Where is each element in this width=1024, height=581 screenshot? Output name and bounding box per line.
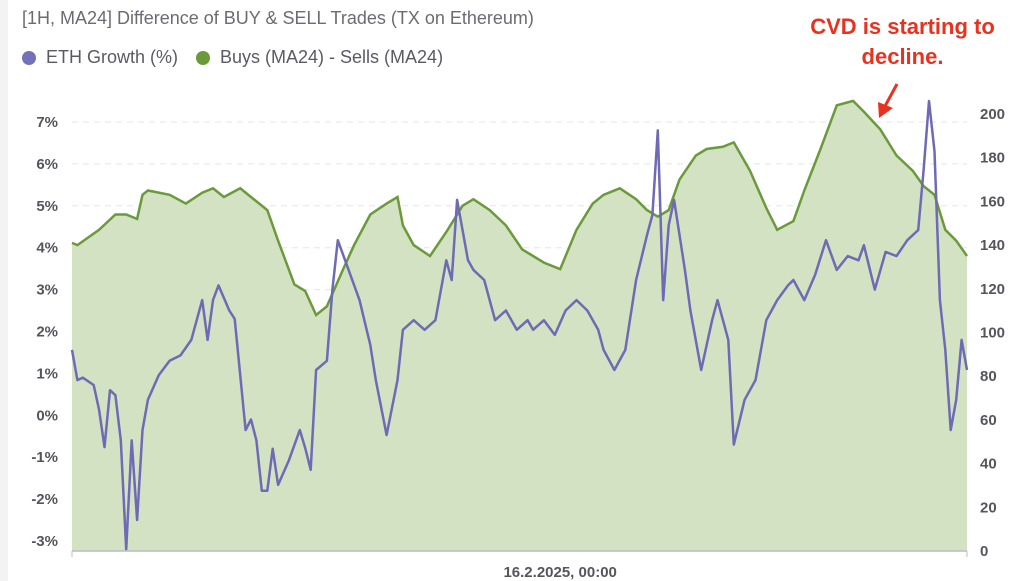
left-tick-label: -3% xyxy=(31,533,58,550)
right-tick-label: 40 xyxy=(980,456,997,473)
left-tick-label: 1% xyxy=(36,365,58,382)
right-tick-label: 200 xyxy=(980,106,1005,123)
right-tick-label: 100 xyxy=(980,325,1005,342)
legend: ETH Growth (%) Buys (MA24) - Sells (MA24… xyxy=(22,47,461,68)
annotation: CVD is starting to decline. xyxy=(790,12,1015,72)
left-tick-label: -1% xyxy=(31,449,58,466)
left-axis: 7% 6% 5% 4% 3% 2% 1% 0% -1% -2% -3% xyxy=(31,114,58,550)
annotation-line-2: decline. xyxy=(861,44,944,69)
right-tick-label: 180 xyxy=(980,150,1005,167)
left-border xyxy=(0,0,8,581)
right-tick-label: 0 xyxy=(980,543,988,560)
legend-item-buys-sells[interactable]: Buys (MA24) - Sells (MA24) xyxy=(196,47,443,68)
annotation-arrow xyxy=(878,83,899,118)
data-points xyxy=(71,100,968,550)
arrow-head-icon xyxy=(878,102,893,118)
x-axis: 16.2.2025, 00:00 xyxy=(503,564,616,581)
left-tick-label: 6% xyxy=(36,156,58,173)
buys-sells-line xyxy=(71,99,969,317)
legend-label: Buys (MA24) - Sells (MA24) xyxy=(220,47,444,67)
left-tick-label: 0% xyxy=(36,407,58,424)
left-tick-label: 2% xyxy=(36,324,58,341)
right-tick-label: 80 xyxy=(980,368,997,385)
left-tick-label: 5% xyxy=(36,198,58,215)
right-tick-label: 60 xyxy=(980,412,997,429)
legend-label: ETH Growth (%) xyxy=(46,47,179,67)
right-tick-label: 120 xyxy=(980,281,1005,298)
x-tick-label: 16.2.2025, 00:00 xyxy=(503,564,616,581)
right-tick-label: 20 xyxy=(980,499,997,516)
left-tick-label: 4% xyxy=(36,240,58,257)
arrow-shaft xyxy=(882,83,899,109)
legend-dot-icon xyxy=(196,50,211,65)
left-tick-label: 3% xyxy=(36,282,58,299)
left-tick-label: 7% xyxy=(36,114,58,131)
left-tick-label: -2% xyxy=(31,491,58,508)
eth-growth-line xyxy=(70,99,969,551)
legend-item-eth-growth[interactable]: ETH Growth (%) xyxy=(22,47,178,68)
legend-dot-icon xyxy=(22,50,36,65)
annotation-line-1: CVD is starting to xyxy=(810,14,995,39)
right-tick-label: 160 xyxy=(980,193,1005,210)
right-tick-label: 140 xyxy=(980,237,1005,254)
chart-title: [1H, MA24] Difference of BUY & SELL Trad… xyxy=(22,8,534,28)
